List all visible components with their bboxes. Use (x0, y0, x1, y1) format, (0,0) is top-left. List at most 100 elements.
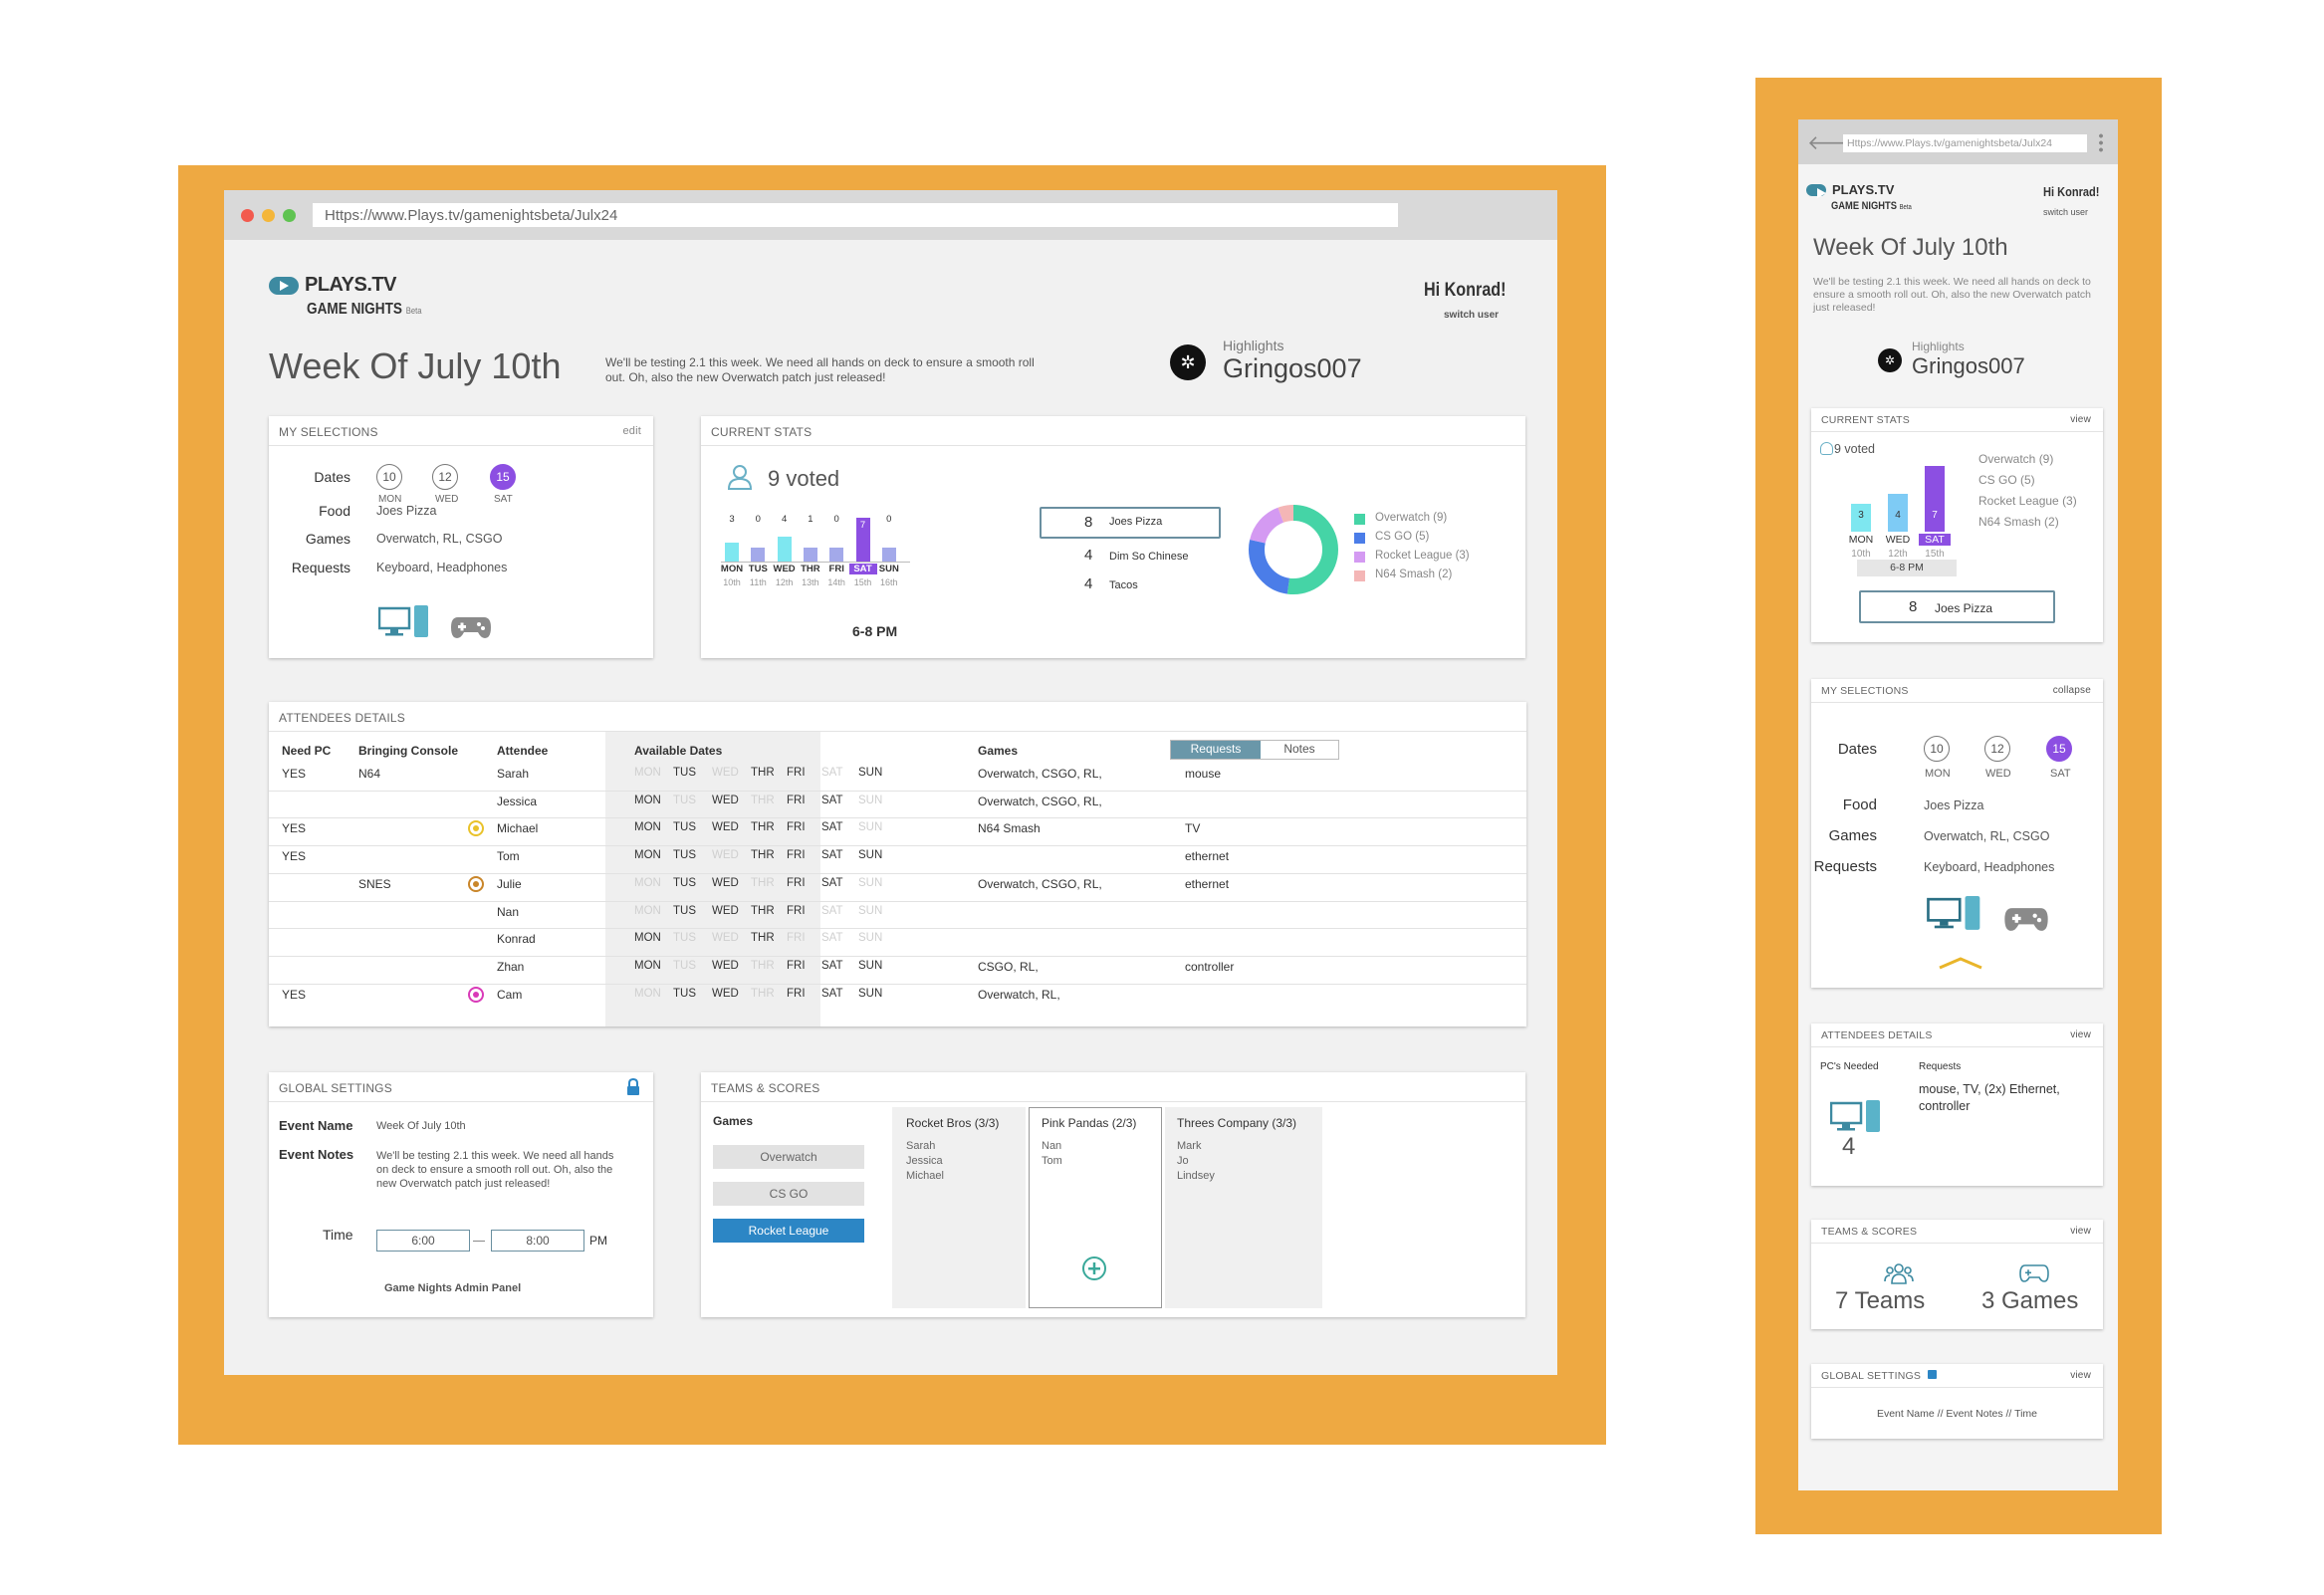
games-cell: N64 Smash (978, 821, 1041, 836)
game-csgo-button[interactable]: CS GO (713, 1182, 864, 1206)
edit-link[interactable]: edit (622, 425, 641, 437)
attendee-name[interactable]: Cam (497, 987, 523, 1002)
view-link[interactable]: view (2070, 1226, 2091, 1237)
teams-count: 7 Teams (1835, 1287, 1926, 1314)
maximize-window-button[interactable] (283, 209, 296, 222)
games-cell: Overwatch, CSGO, RL, (978, 767, 1102, 781)
card-header: ATTENDEES DETAILS view (1811, 1024, 2103, 1047)
time-end-input[interactable]: 8:00 (491, 1230, 584, 1252)
col-need-pc: Need PC (282, 744, 332, 758)
more-menu-icon[interactable] (2099, 132, 2103, 152)
collapse-link[interactable]: collapse (2052, 685, 2091, 696)
available-day: SUN (858, 849, 883, 862)
available-day: SAT (821, 987, 843, 1000)
date-circle-sat[interactable]: 15 (490, 464, 516, 490)
attendee-name[interactable]: Sarah (497, 767, 530, 781)
attendee-name[interactable]: Julie (497, 876, 522, 891)
bar-value-label: 0 (886, 514, 892, 525)
votes-by-day-chart: 3 MON 10th 0 TUS 11th 4 WED 12th 1 THR 13th 0 FRI 14th… (720, 514, 910, 615)
attendee-rows: YES N64 Sarah MON TUS WED THR FRI SAT SUN Overwatc… (269, 767, 1526, 1025)
row-divider (269, 790, 1526, 792)
available-day: FRI (787, 932, 806, 945)
close-window-button[interactable] (241, 209, 254, 222)
day-label: MON (720, 564, 744, 574)
day-label: THR (801, 564, 820, 574)
game-overwatch-button[interactable]: Overwatch (713, 1145, 864, 1169)
my-selections-card: MY SELECTIONS edit Dates 10 MON 12 WED 1… (269, 416, 653, 658)
playstv-logo[interactable]: PLAYS.TV (1806, 182, 1894, 198)
chevron-up-icon[interactable] (1938, 956, 1983, 970)
games-cell: Overwatch, CSGO, RL, (978, 876, 1102, 891)
mobile-browser-window: 🡐 Https://www.Plays.tv/gamenightsbeta/Ju… (1798, 119, 2118, 1490)
game-rocket-league-button[interactable]: Rocket League (713, 1219, 864, 1243)
date-label: 12th (1888, 549, 1908, 560)
legend-count: (2) (1438, 569, 1453, 580)
date-circle-wed[interactable]: 12 (432, 464, 458, 490)
attendee-name[interactable]: Zhan (497, 959, 525, 974)
game-name: Overwatch (1978, 452, 2039, 466)
attendee-name[interactable]: Tom (497, 849, 520, 864)
add-member-icon[interactable] (1081, 1255, 1107, 1281)
games-count: 3 Games (1981, 1287, 2079, 1314)
available-day: THR (751, 767, 775, 779)
food-top-pick[interactable] (1859, 590, 2055, 623)
event-name-value[interactable]: Week Of July 10th (376, 1120, 466, 1132)
notes-tab[interactable]: Notes (1283, 742, 1315, 756)
minimize-window-button[interactable] (262, 209, 275, 222)
desktop-pc-icon (378, 605, 428, 637)
week-description: We'll be testing 2.1 this week. We need … (605, 355, 1035, 384)
food-name: Joes Pizza (1109, 516, 1163, 528)
event-notes-value[interactable]: We'll be testing 2.1 this week. We need … (376, 1150, 614, 1190)
need-pc-cell: YES (282, 767, 307, 781)
attendee-name[interactable]: Michael (497, 821, 539, 836)
switch-user-link[interactable]: switch user (1444, 310, 1500, 321)
date-circle-sat[interactable]: 15 (2046, 736, 2072, 762)
mobile-url-bar[interactable]: Https://www.Plays.tv/gamenightsbeta/Julx… (1843, 134, 2087, 152)
console-cell: N64 (358, 767, 381, 781)
highlights-avatar[interactable]: ✲ (1878, 348, 1902, 372)
attendee-name[interactable]: Nan (497, 904, 520, 919)
view-link[interactable]: view (2070, 1370, 2091, 1381)
available-day: WED (712, 794, 739, 806)
date-circle-mon[interactable]: 10 (376, 464, 402, 490)
available-day: TUS (673, 794, 696, 806)
switch-user-link[interactable]: switch user (2043, 207, 2089, 217)
date-circle-wed[interactable]: 12 (1984, 736, 2010, 762)
day-label: WED (773, 564, 796, 574)
legend-item: CS GO (5) (1375, 531, 1429, 543)
food-top-pick[interactable] (1040, 507, 1221, 539)
view-link[interactable]: view (2070, 1029, 2091, 1040)
url-bar[interactable]: Https://www.Plays.tv/gamenightsbeta/Julx… (313, 203, 1398, 227)
games-donut-chart (1249, 505, 1338, 594)
team-card[interactable]: Threes Company (3/3) Mark Jo Lindsey (1165, 1107, 1322, 1308)
attendee-name[interactable]: Jessica (497, 794, 538, 808)
available-day: WED (712, 849, 739, 862)
mobile-current-stats-card: CURRENT STATS view 9 voted 3 MON 10th 4 WED 1… (1811, 408, 2103, 642)
available-day: WED (712, 987, 739, 1000)
requests-tab[interactable]: Requests (1171, 741, 1261, 759)
available-day: FRI (787, 987, 806, 1000)
highlights-user[interactable]: Gringos007 (1912, 353, 2025, 378)
admin-panel-link[interactable]: Game Nights Admin Panel (384, 1282, 522, 1294)
time-start-input[interactable]: 6:00 (376, 1230, 470, 1252)
available-day: MON (634, 904, 661, 917)
team-people-icon (1884, 1263, 1914, 1284)
attendee-name[interactable]: Konrad (497, 932, 536, 947)
bar-wed (777, 536, 792, 562)
team-card-selected[interactable]: Pink Pandas (2/3) Nan Tom (1029, 1107, 1162, 1308)
team-card[interactable]: Rocket Bros (3/3) Sarah Jessica Michael (892, 1107, 1026, 1308)
date-day: SAT (494, 494, 513, 505)
lock-icon[interactable] (625, 1078, 641, 1096)
highlights-avatar[interactable]: ✲ (1170, 344, 1206, 380)
playstv-logo[interactable]: PLAYS.TV (269, 274, 396, 297)
week-title: Week Of July 10th (1813, 234, 2008, 261)
highlights-user[interactable]: Gringos007 (1223, 353, 1362, 383)
date-circle-mon[interactable]: 10 (1924, 736, 1950, 762)
greeting: Hi Konrad! (2043, 184, 2100, 199)
view-link[interactable]: view (2070, 414, 2091, 425)
available-day: SAT (821, 821, 843, 834)
games-label: Games (305, 531, 350, 547)
event-name-label: Event Name (279, 1118, 353, 1133)
dates-label: Dates (1837, 741, 1877, 758)
food-count: 8 (1084, 514, 1093, 531)
